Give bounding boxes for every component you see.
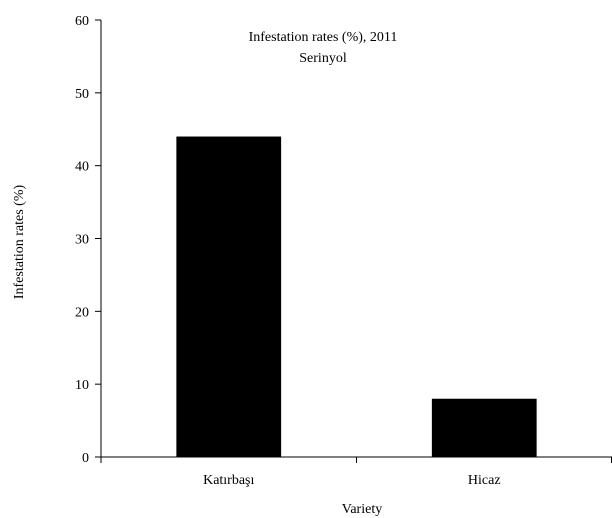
x-axis-ticks: Katırbaşı Hicaz: [100, 457, 612, 488]
y-tick-label: 50: [75, 87, 89, 102]
bars: [176, 136, 537, 458]
bar-2: [431, 398, 537, 457]
y-axis-ticks: 0 10 20 30 40 50 60: [75, 14, 101, 466]
y-tick-label: 10: [75, 378, 89, 393]
x-tick-label: Hicaz: [468, 473, 501, 488]
y-axis-label: Infestation rates (%): [12, 185, 27, 300]
x-tick-label: Katırbaşı: [203, 473, 254, 488]
y-tick-label: 30: [75, 233, 89, 248]
y-tick-label: 60: [75, 14, 89, 29]
chart-title: Infestation rates (%), 2011: [249, 30, 398, 45]
x-axis-label: Variety: [342, 502, 382, 517]
y-tick-label: 40: [75, 160, 89, 175]
bar-1: [176, 136, 282, 458]
y-tick-label: 20: [75, 305, 89, 320]
chart-subtitle: Serinyol: [299, 51, 347, 66]
plot-area: 0 10 20 30 40 50 60 Katırbaşı Hicaz: [75, 14, 612, 488]
y-tick-label: 0: [82, 451, 89, 466]
